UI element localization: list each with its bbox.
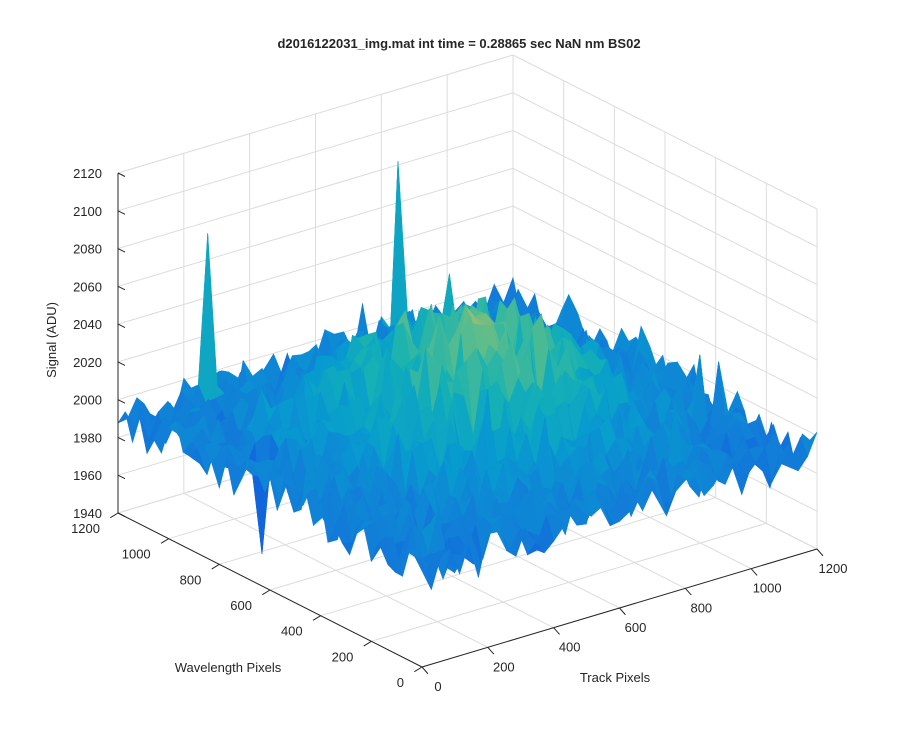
chart-title: d2016122031_img.mat int time = 0.28865 s… xyxy=(277,36,640,51)
z-tick-label: 2080 xyxy=(73,242,102,257)
wall-grid-line xyxy=(117,54,514,174)
x-tick-mark xyxy=(421,666,429,675)
x-tick-label: 200 xyxy=(493,659,515,674)
wall-grid-line xyxy=(117,243,514,363)
z-tick-mark xyxy=(117,512,126,517)
z-tick-label: 1980 xyxy=(73,430,102,445)
floor-grid-line xyxy=(320,497,716,617)
y-tick-label: 200 xyxy=(332,649,354,664)
wall-grid-line xyxy=(512,92,818,248)
surface-mesh xyxy=(117,161,818,591)
wall-grid-line xyxy=(117,167,514,287)
y-tick-label: 600 xyxy=(230,598,252,613)
x-tick-label: 800 xyxy=(690,600,712,615)
x-axis-label: Track Pixels xyxy=(580,670,651,685)
z-tick-label: 1940 xyxy=(73,506,102,521)
floor-grid-line xyxy=(371,522,767,642)
z-tick-mark xyxy=(117,436,126,442)
z-tick-mark xyxy=(117,285,126,291)
x-tick-mark xyxy=(684,588,692,596)
z-tick-label: 2020 xyxy=(73,355,102,370)
y-axis-label: Wavelength Pixels xyxy=(175,660,282,675)
z-axis-label: Signal (ADU) xyxy=(44,302,59,378)
z-tick-mark xyxy=(117,248,126,253)
x-tick-label: 1000 xyxy=(753,581,782,596)
y-tick-mark xyxy=(312,615,321,621)
wall-grid-line xyxy=(512,130,818,286)
axes xyxy=(110,172,824,675)
x-tick-mark xyxy=(619,607,626,616)
x-tick-label: 600 xyxy=(625,620,647,635)
wall-grid-line xyxy=(117,130,514,250)
wall-grid-line xyxy=(512,205,818,361)
z-tick-mark xyxy=(117,323,126,329)
x-tick-mark xyxy=(553,627,560,635)
x-tick-label: 1200 xyxy=(819,561,848,576)
z-tick-label: 1960 xyxy=(73,468,102,483)
wall-grid-line xyxy=(117,92,514,212)
z-tick-mark xyxy=(117,399,126,404)
y-tick-label: 400 xyxy=(281,624,303,639)
z-tick-label: 2120 xyxy=(73,166,102,181)
z-tick-label: 2040 xyxy=(73,317,102,332)
x-tick-label: 0 xyxy=(434,679,441,694)
z-tick-mark xyxy=(117,210,126,215)
y-tick-mark xyxy=(160,538,169,544)
y-tick-label: 800 xyxy=(180,572,202,587)
tick-labels: 0 200 400 600 800 1000 1200 0 200 400 600 800 1000 12… xyxy=(71,166,847,694)
surface-patch xyxy=(414,555,432,590)
x-tick-mark xyxy=(750,568,758,576)
y-tick-mark xyxy=(211,563,220,570)
wall-grid-line xyxy=(512,167,818,323)
wall-grid-line xyxy=(512,243,818,399)
z-tick-label: 2100 xyxy=(73,204,102,219)
wall-grid-line xyxy=(512,54,818,210)
wall-grid-line xyxy=(117,205,514,325)
z-tick-mark xyxy=(117,172,126,177)
z-tick-mark xyxy=(117,474,126,480)
y-tick-mark xyxy=(110,512,119,519)
y-tick-mark xyxy=(414,666,423,673)
z-tick-label: 2000 xyxy=(73,393,102,408)
y-tick-label: 1000 xyxy=(122,547,151,562)
y-tick-mark xyxy=(262,589,271,596)
y-tick-mark xyxy=(363,640,372,647)
x-tick-label: 400 xyxy=(559,640,581,655)
x-tick-mark xyxy=(487,647,495,655)
x-tick-mark xyxy=(816,548,824,557)
y-tick-label: 0 xyxy=(397,675,404,690)
z-tick-mark xyxy=(117,361,126,366)
y-tick-label: 1200 xyxy=(71,521,100,536)
z-tick-label: 2060 xyxy=(73,279,102,294)
